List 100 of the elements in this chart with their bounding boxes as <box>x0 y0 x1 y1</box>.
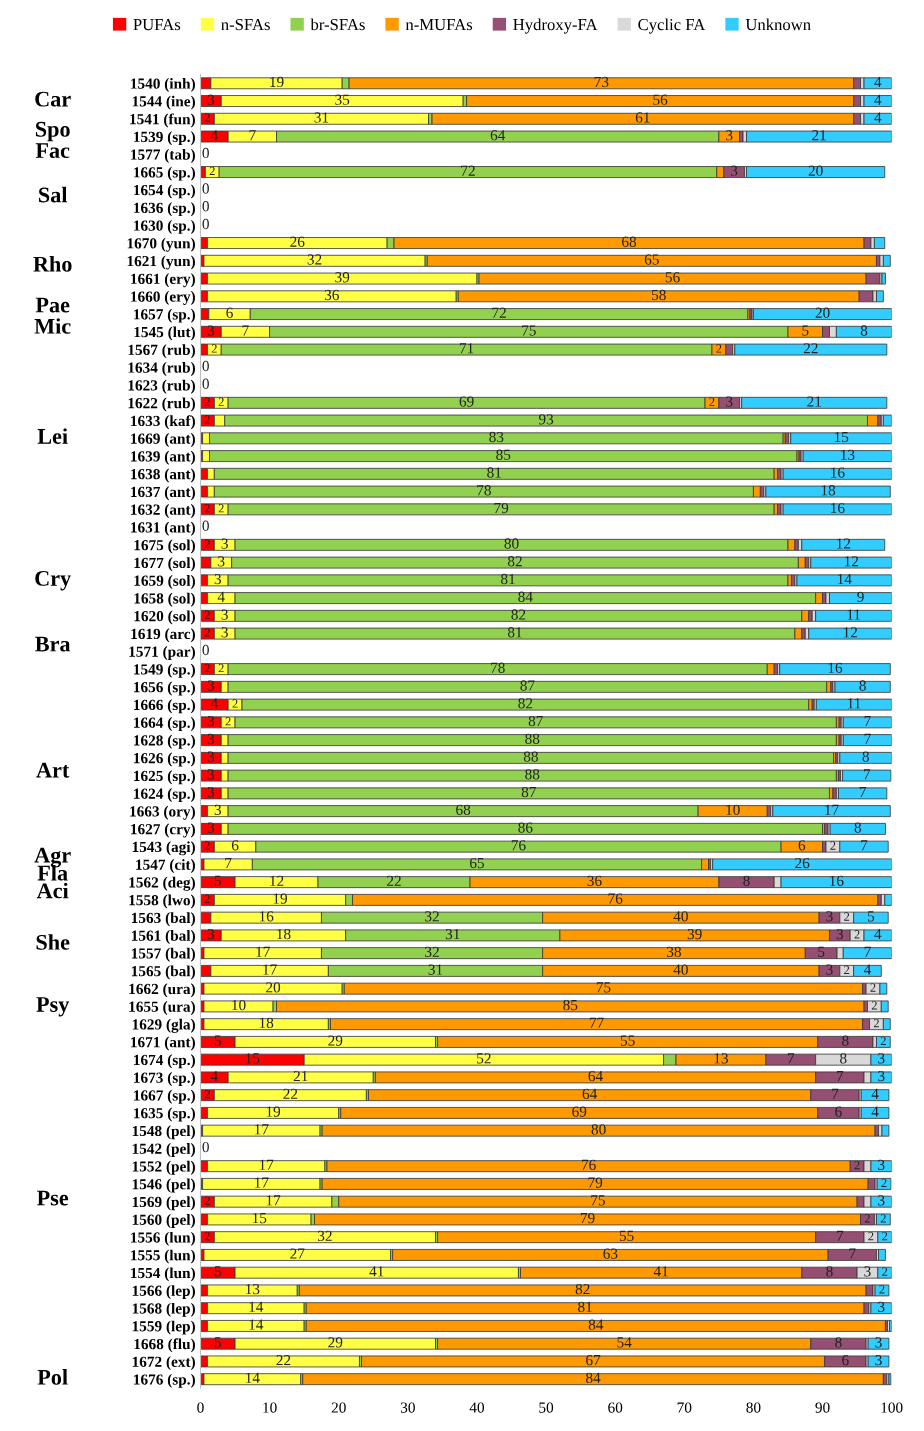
data-label: 8 <box>862 751 869 762</box>
data-label: 2 <box>881 1178 887 1187</box>
data-label: 19 <box>270 76 284 88</box>
data-label: 0 <box>202 644 209 656</box>
y-tick-label: 1541 (fun) <box>130 113 195 128</box>
y-tick-label: 1563 (bal) <box>131 912 195 927</box>
data-label: 8 <box>860 325 868 336</box>
legend-label: Hydroxy-FA <box>513 18 598 34</box>
data-label: 9 <box>857 591 864 602</box>
legend-label: Cyclic FA <box>638 18 706 34</box>
data-label: 4 <box>874 76 882 87</box>
data-label: 16 <box>831 502 845 514</box>
data-label: 7 <box>832 1088 839 1099</box>
data-label: 35 <box>335 94 350 105</box>
y-tick-label: 1571 (par) <box>129 646 195 660</box>
data-label: 3 <box>207 325 215 336</box>
data-label: 12 <box>270 875 284 886</box>
data-label: 69 <box>572 1106 587 1117</box>
y-tick-label: 1635 (sp.) <box>134 1107 195 1122</box>
x-tick-label: 60 <box>608 1402 623 1413</box>
data-label: 67 <box>586 1355 601 1366</box>
data-label: 40 <box>673 911 688 922</box>
y-tick-label: 1655 (ura) <box>129 1001 195 1015</box>
legend-label: br-SFAs <box>310 18 365 31</box>
data-label: 88 <box>525 733 540 744</box>
data-label: 10 <box>726 804 740 815</box>
data-label: 82 <box>575 1283 590 1295</box>
text: Psy <box>36 997 70 1017</box>
data-label: 7 <box>859 787 867 798</box>
text: Aci <box>36 882 69 899</box>
data-label: 4 <box>217 591 225 602</box>
data-label: 7 <box>225 858 232 869</box>
data-label: 14 <box>838 573 852 585</box>
data-label: 15 <box>246 1053 260 1064</box>
y-tick-label: 1636 (sp.) <box>134 202 195 217</box>
data-label: 4 <box>210 130 218 141</box>
data-label: 56 <box>653 94 668 105</box>
data-label: 87 <box>521 786 536 798</box>
data-label: 17 <box>825 804 839 815</box>
data-label: 22 <box>387 875 401 886</box>
data-label: 75 <box>522 325 536 336</box>
y-tick-label: 1546 (pel) <box>132 1178 195 1193</box>
data-label: 3 <box>207 928 215 940</box>
data-label: 3 <box>207 786 215 798</box>
y-tick-label: 1676 (sp.) <box>134 1373 195 1388</box>
data-label: 5 <box>818 946 825 957</box>
data-label: 10 <box>232 999 246 1011</box>
data-label: 3 <box>726 396 733 407</box>
data-label: 2 <box>844 912 850 921</box>
y-tick-label: 1632 (ant) <box>131 504 195 518</box>
y-tick-label: 1662 (ura) <box>129 983 195 998</box>
y-tick-label: 1677 (sol) <box>134 557 195 572</box>
data-label: 29 <box>328 1337 343 1348</box>
data-label: 5 <box>214 1266 222 1277</box>
data-label: 3 <box>221 538 228 549</box>
data-label: 40 <box>673 964 688 975</box>
x-tick-label: 0 <box>197 1402 204 1413</box>
data-label: 2 <box>870 983 876 992</box>
text: Pae <box>35 297 70 313</box>
data-label: 54 <box>617 1337 632 1348</box>
data-label: 14 <box>249 1301 264 1312</box>
y-tick-label: 1561 (bal) <box>131 930 195 944</box>
data-label: 63 <box>603 1248 618 1259</box>
data-label: 6 <box>231 840 239 851</box>
y-tick-label: 1569 (pel) <box>132 1196 195 1211</box>
data-label: 7 <box>242 325 249 336</box>
y-tick-label: 1562 (deg) <box>129 876 195 891</box>
data-label: 18 <box>821 485 836 496</box>
data-label: 32 <box>425 911 439 922</box>
data-label: 2 <box>882 1231 888 1241</box>
data-label: 20 <box>266 982 281 993</box>
data-label: 79 <box>494 502 509 514</box>
data-label: 2 <box>204 663 210 673</box>
text: Art <box>36 762 70 778</box>
data-label: 22 <box>283 1088 298 1099</box>
x-tick-label: 70 <box>677 1402 692 1413</box>
data-label: 2 <box>204 610 210 619</box>
data-label: 2 <box>864 1214 870 1223</box>
legend-label: n-SFAs <box>221 18 270 31</box>
data-label: 2 <box>204 539 210 548</box>
y-tick-label: 1559 (lep) <box>132 1320 195 1335</box>
y-tick-label: 1654 (sp.) <box>134 184 195 199</box>
y-tick-label: 1668 (flu) <box>134 1338 195 1353</box>
data-label: 3 <box>875 1337 882 1348</box>
text: Pol <box>37 1369 68 1385</box>
y-tick-label: 1671 (ant) <box>131 1036 195 1051</box>
data-label: 14 <box>246 1372 260 1383</box>
y-tick-label: 1657 (sp.) <box>134 308 195 323</box>
data-label: 72 <box>492 307 506 318</box>
data-label: 64 <box>588 1070 603 1082</box>
y-tick-label: 1566 (lep) <box>132 1285 195 1299</box>
text: Spo <box>35 121 70 142</box>
data-label: 31 <box>445 928 460 940</box>
y-tick-label: 1621 (yun) <box>127 255 195 270</box>
data-label: 8 <box>743 875 750 886</box>
data-label: 3 <box>878 1159 885 1170</box>
y-tick-label: 1670 (yun) <box>127 237 195 252</box>
data-label: 2 <box>204 1089 210 1099</box>
y-tick-label: 1625 (sp.) <box>134 770 195 785</box>
data-label: 73 <box>594 76 609 88</box>
